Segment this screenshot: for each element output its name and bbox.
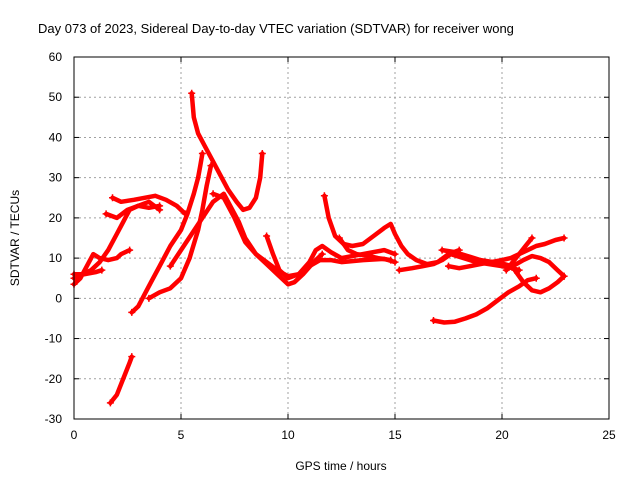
data-point-marker xyxy=(106,399,114,407)
series-arc-5 xyxy=(110,193,188,217)
y-tick-label: -20 xyxy=(45,372,63,386)
x-tick-label: 15 xyxy=(388,428,402,442)
series-arc-17 xyxy=(439,247,567,279)
series-arc-3 xyxy=(71,267,105,277)
y-axis-label: SDTVAR / TECUs xyxy=(8,190,22,286)
data-point-marker xyxy=(156,202,164,210)
y-tick-label: 30 xyxy=(49,171,63,185)
data-point-marker xyxy=(532,274,540,282)
data-point-marker xyxy=(445,262,452,270)
y-tick-label: -10 xyxy=(45,332,63,346)
y-tick-label: -30 xyxy=(45,412,63,426)
x-tick-label: 25 xyxy=(602,428,616,442)
series-arc-20 xyxy=(512,267,567,295)
data-point-marker xyxy=(145,294,153,302)
series-arc-6 xyxy=(108,354,135,406)
chart-title: Day 073 of 2023, Sidereal Day-to-day VTE… xyxy=(38,21,514,36)
data-point-marker xyxy=(391,258,399,266)
data-point-marker xyxy=(109,194,117,202)
data-point-marker xyxy=(188,89,196,97)
data-point-marker xyxy=(391,250,399,258)
y-tick-label: 50 xyxy=(49,90,63,104)
data-point-marker xyxy=(502,266,510,274)
data-point-marker xyxy=(126,246,134,254)
data-point-marker xyxy=(560,272,568,280)
data-point-marker xyxy=(560,234,568,242)
y-tick-label: 40 xyxy=(49,130,63,144)
series-arc-12 xyxy=(264,233,398,281)
series-arc-4 xyxy=(103,203,162,221)
data-point-marker xyxy=(438,246,446,254)
data-point-marker xyxy=(335,234,343,242)
data-series xyxy=(70,89,568,407)
data-point-marker xyxy=(128,308,136,316)
y-tick-label: 10 xyxy=(49,251,63,265)
data-point-marker xyxy=(318,250,326,258)
x-tick-label: 10 xyxy=(281,428,295,442)
series-arc-9 xyxy=(189,90,265,213)
series-arc-19 xyxy=(504,235,535,273)
data-point-marker xyxy=(511,266,519,274)
series-arc-15 xyxy=(397,251,522,273)
plot-frame xyxy=(73,56,610,420)
y-tick-label: 20 xyxy=(49,211,63,225)
data-point-marker xyxy=(430,316,438,324)
data-point-marker xyxy=(320,192,328,200)
data-point-marker xyxy=(198,150,206,158)
series-arc-7 xyxy=(129,151,205,315)
data-point-marker xyxy=(98,266,106,274)
x-tick-label: 20 xyxy=(495,428,509,442)
gridlines xyxy=(74,57,609,419)
data-point-marker xyxy=(166,262,174,270)
axis-ticks: 0 5 10 15 20 25 -30 -20 -10 0 10 20 30 40 50 60 xyxy=(45,50,616,442)
series-arc-18 xyxy=(446,235,567,271)
x-tick-label: 0 xyxy=(71,428,78,442)
series-arc-16 xyxy=(431,275,539,325)
x-tick-label: 5 xyxy=(178,428,185,442)
data-point-marker xyxy=(387,256,395,264)
y-tick-label: 60 xyxy=(49,50,63,64)
x-axis-label: GPS time / hours xyxy=(295,459,386,473)
data-point-marker xyxy=(209,190,217,198)
series-arc-8 xyxy=(146,163,214,301)
data-point-marker xyxy=(528,234,536,242)
y-tick-label: 0 xyxy=(55,291,62,305)
data-point-marker xyxy=(258,150,266,158)
data-point-marker xyxy=(102,210,110,218)
data-point-marker xyxy=(128,353,136,361)
series-arc-14 xyxy=(337,235,393,263)
data-point-marker xyxy=(263,232,271,240)
data-point-marker xyxy=(395,266,403,274)
